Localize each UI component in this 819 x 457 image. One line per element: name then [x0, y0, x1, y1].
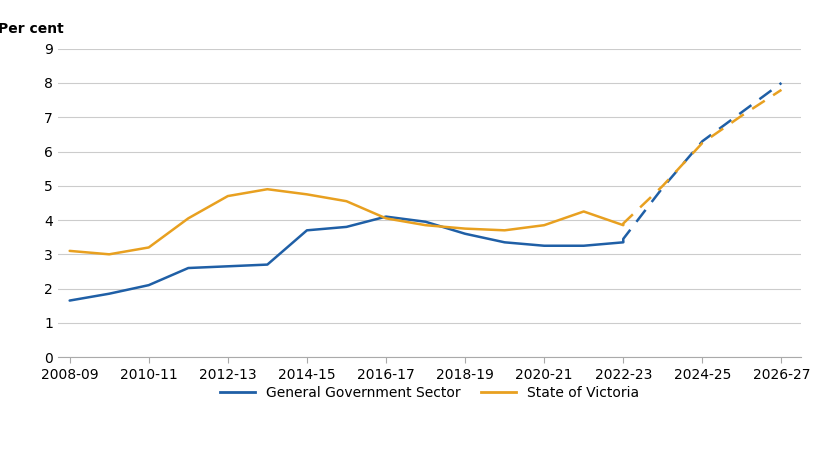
Text: Per cent: Per cent [0, 22, 64, 37]
Legend: General Government Sector, State of Victoria: General Government Sector, State of Vict… [214, 381, 644, 406]
